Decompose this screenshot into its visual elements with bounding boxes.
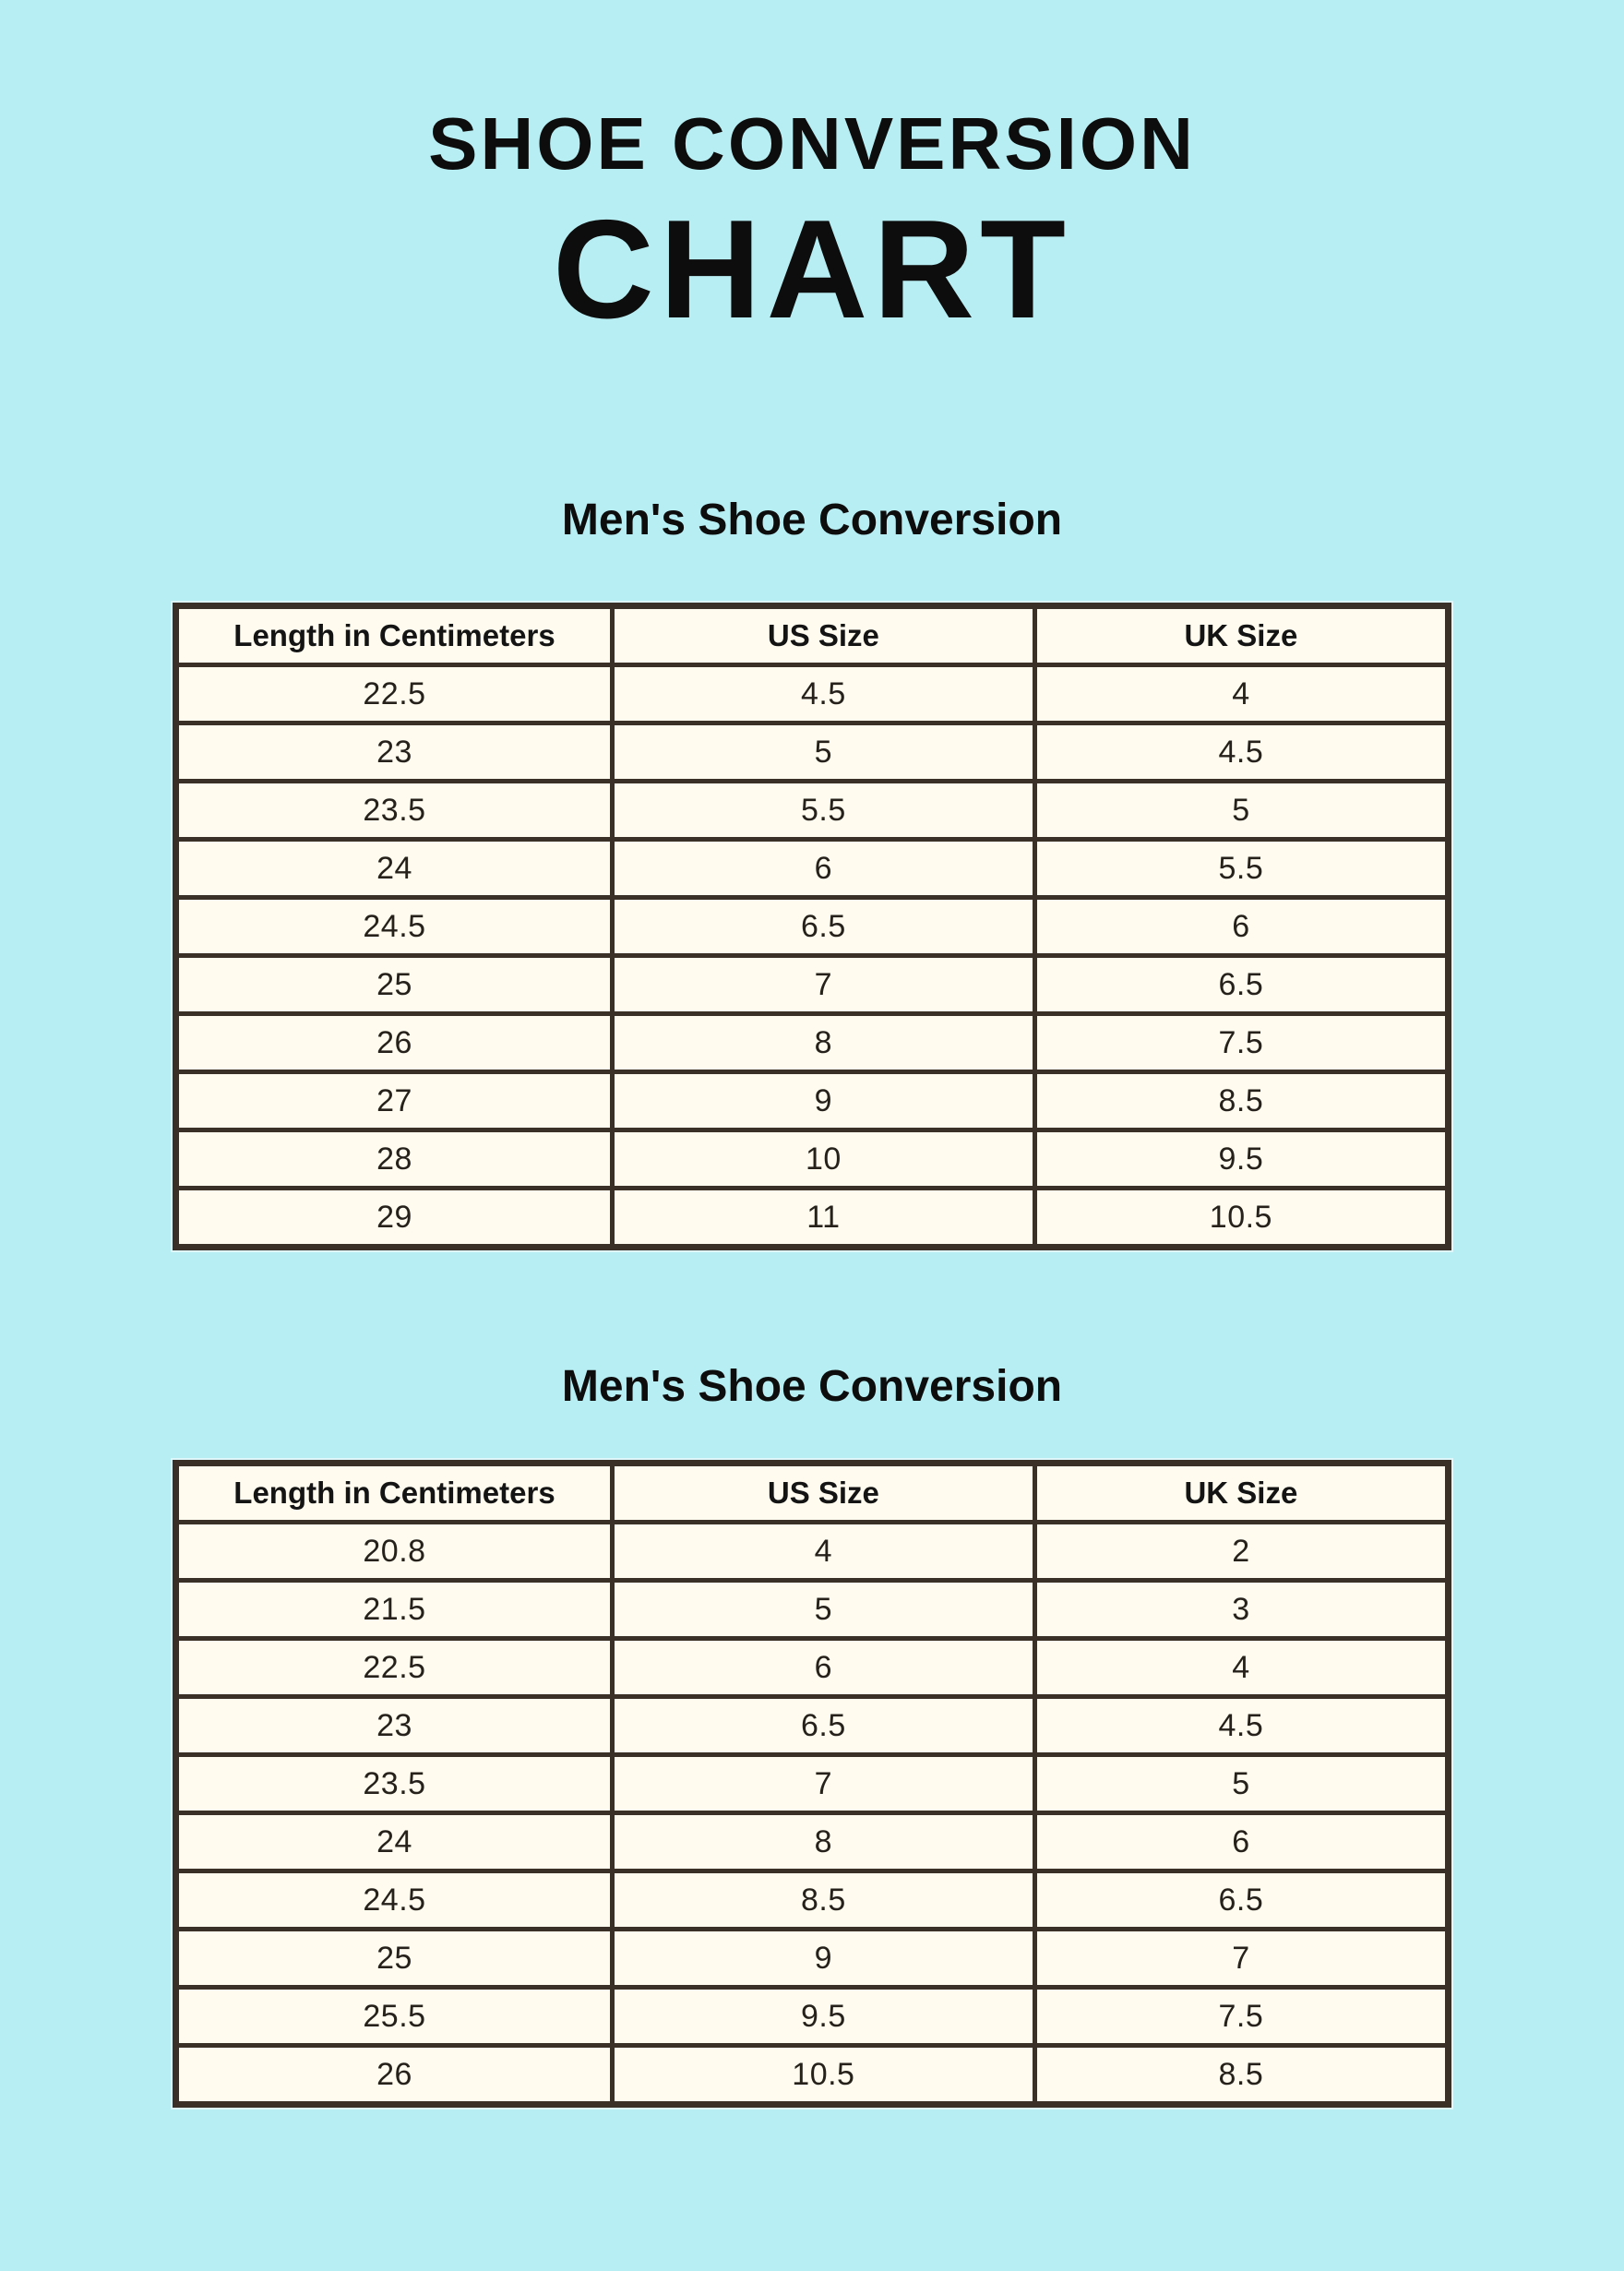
table-cell: 23.5 (173, 779, 615, 843)
table-cell: 8.5 (609, 1869, 1037, 1932)
table-cell: 7 (609, 953, 1037, 1017)
table-cell: 6.5 (1032, 953, 1451, 1017)
table-row: 23.5 7 5 (173, 1752, 1451, 1816)
table-row: 21.5 5 3 (173, 1578, 1451, 1642)
table-cell: 5 (1032, 779, 1451, 843)
column-header: UK Size (1032, 1461, 1451, 1525)
table-row: 26 8 7.5 (173, 1011, 1451, 1075)
table-row: 22.5 4.5 4 (173, 663, 1451, 726)
table-row: 23 6.5 4.5 (173, 1694, 1451, 1758)
table-cell: 28 (173, 1128, 615, 1191)
table-row: 27 9 8.5 (173, 1070, 1451, 1133)
table-row: 25 7 6.5 (173, 953, 1451, 1017)
table-cell: 8.5 (1032, 2043, 1451, 2108)
table-cell: 20.8 (173, 1520, 615, 1584)
table-cell: 4 (609, 1520, 1037, 1584)
table-header-row: Length in Centimeters US Size UK Size (173, 1461, 1451, 1525)
table-cell: 6 (1032, 895, 1451, 959)
table-row: 23 5 4.5 (173, 721, 1451, 784)
table-cell: 9 (609, 1927, 1037, 1990)
table-cell: 4 (1032, 663, 1451, 726)
table-cell: 24.5 (173, 895, 615, 959)
table-cell: 7 (1032, 1927, 1451, 1990)
table-row: 28 10 9.5 (173, 1128, 1451, 1191)
table-cell: 10.5 (1032, 1186, 1451, 1250)
table-cell: 5.5 (609, 779, 1037, 843)
table-cell: 24 (173, 837, 615, 901)
column-header: Length in Centimeters (173, 604, 615, 668)
table-cell: 2 (1032, 1520, 1451, 1584)
table-cell: 27 (173, 1070, 615, 1133)
table-cell: 11 (609, 1186, 1037, 1250)
table-row: 24 6 5.5 (173, 837, 1451, 901)
table-cell: 7.5 (1032, 1985, 1451, 2049)
table-row: 25 9 7 (173, 1927, 1451, 1990)
table-cell: 8.5 (1032, 1070, 1451, 1133)
table-cell: 6 (1032, 1811, 1451, 1874)
page-title-line1: SHOE CONVERSION (428, 102, 1196, 185)
column-header: UK Size (1032, 604, 1451, 668)
table-cell: 23 (173, 1694, 615, 1758)
table-cell: 7 (609, 1752, 1037, 1816)
table-cell: 21.5 (173, 1578, 615, 1642)
table-cell: 23.5 (173, 1752, 615, 1816)
table-row: 25.5 9.5 7.5 (173, 1985, 1451, 2049)
column-header: Length in Centimeters (173, 1461, 615, 1525)
table-row: 20.8 4 2 (173, 1520, 1451, 1584)
table-cell: 5.5 (1032, 837, 1451, 901)
table-cell: 26 (173, 2043, 615, 2108)
table-cell: 24.5 (173, 1869, 615, 1932)
table-cell: 4 (1032, 1636, 1451, 1700)
table-row: 22.5 6 4 (173, 1636, 1451, 1700)
table-row: 23.5 5.5 5 (173, 779, 1451, 843)
table-cell: 25.5 (173, 1985, 615, 2049)
section-title-mens-conversion-2: Men's Shoe Conversion (561, 1362, 1063, 1412)
table-cell: 25 (173, 953, 615, 1017)
section-title-mens-conversion-1: Men's Shoe Conversion (561, 496, 1063, 544)
table-cell: 6.5 (1032, 1869, 1451, 1932)
table-cell: 5 (609, 1578, 1037, 1642)
shoe-conversion-table-1: Length in Centimeters US Size UK Size 22.5… (171, 601, 1453, 1253)
column-header: US Size (609, 1461, 1037, 1525)
table-cell: 6 (609, 1636, 1037, 1700)
table-cell: 29 (173, 1186, 615, 1250)
table-cell: 9.5 (609, 1985, 1037, 2049)
table-row: 26 10.5 8.5 (173, 2043, 1451, 2108)
table-cell: 8 (609, 1011, 1037, 1075)
table-row: 24.5 8.5 6.5 (173, 1869, 1451, 1932)
table-row: 24 8 6 (173, 1811, 1451, 1874)
table-cell: 22.5 (173, 663, 615, 726)
table-cell: 10.5 (609, 2043, 1037, 2108)
table-cell: 4.5 (609, 663, 1037, 726)
table-cell: 4.5 (1032, 721, 1451, 784)
table-cell: 5 (609, 721, 1037, 784)
column-header: US Size (609, 604, 1037, 668)
table-cell: 24 (173, 1811, 615, 1874)
table-cell: 6 (609, 837, 1037, 901)
shoe-conversion-table-2: Length in Centimeters US Size UK Size 20.8… (171, 1458, 1453, 2110)
table-cell: 10 (609, 1128, 1037, 1191)
table-row: 29 11 10.5 (173, 1186, 1451, 1250)
table-cell: 4.5 (1032, 1694, 1451, 1758)
table-cell: 3 (1032, 1578, 1451, 1642)
table-cell: 22.5 (173, 1636, 615, 1700)
table-cell: 6.5 (609, 1694, 1037, 1758)
table-cell: 9.5 (1032, 1128, 1451, 1191)
table-header-row: Length in Centimeters US Size UK Size (173, 604, 1451, 668)
table-row: 24.5 6.5 6 (173, 895, 1451, 959)
page-title-line2: CHART (553, 191, 1071, 348)
table-cell: 26 (173, 1011, 615, 1075)
table-cell: 8 (609, 1811, 1037, 1874)
table-cell: 7.5 (1032, 1011, 1451, 1075)
table-cell: 6.5 (609, 895, 1037, 959)
table-cell: 9 (609, 1070, 1037, 1133)
table-cell: 25 (173, 1927, 615, 1990)
table-cell: 5 (1032, 1752, 1451, 1816)
table-cell: 23 (173, 721, 615, 784)
